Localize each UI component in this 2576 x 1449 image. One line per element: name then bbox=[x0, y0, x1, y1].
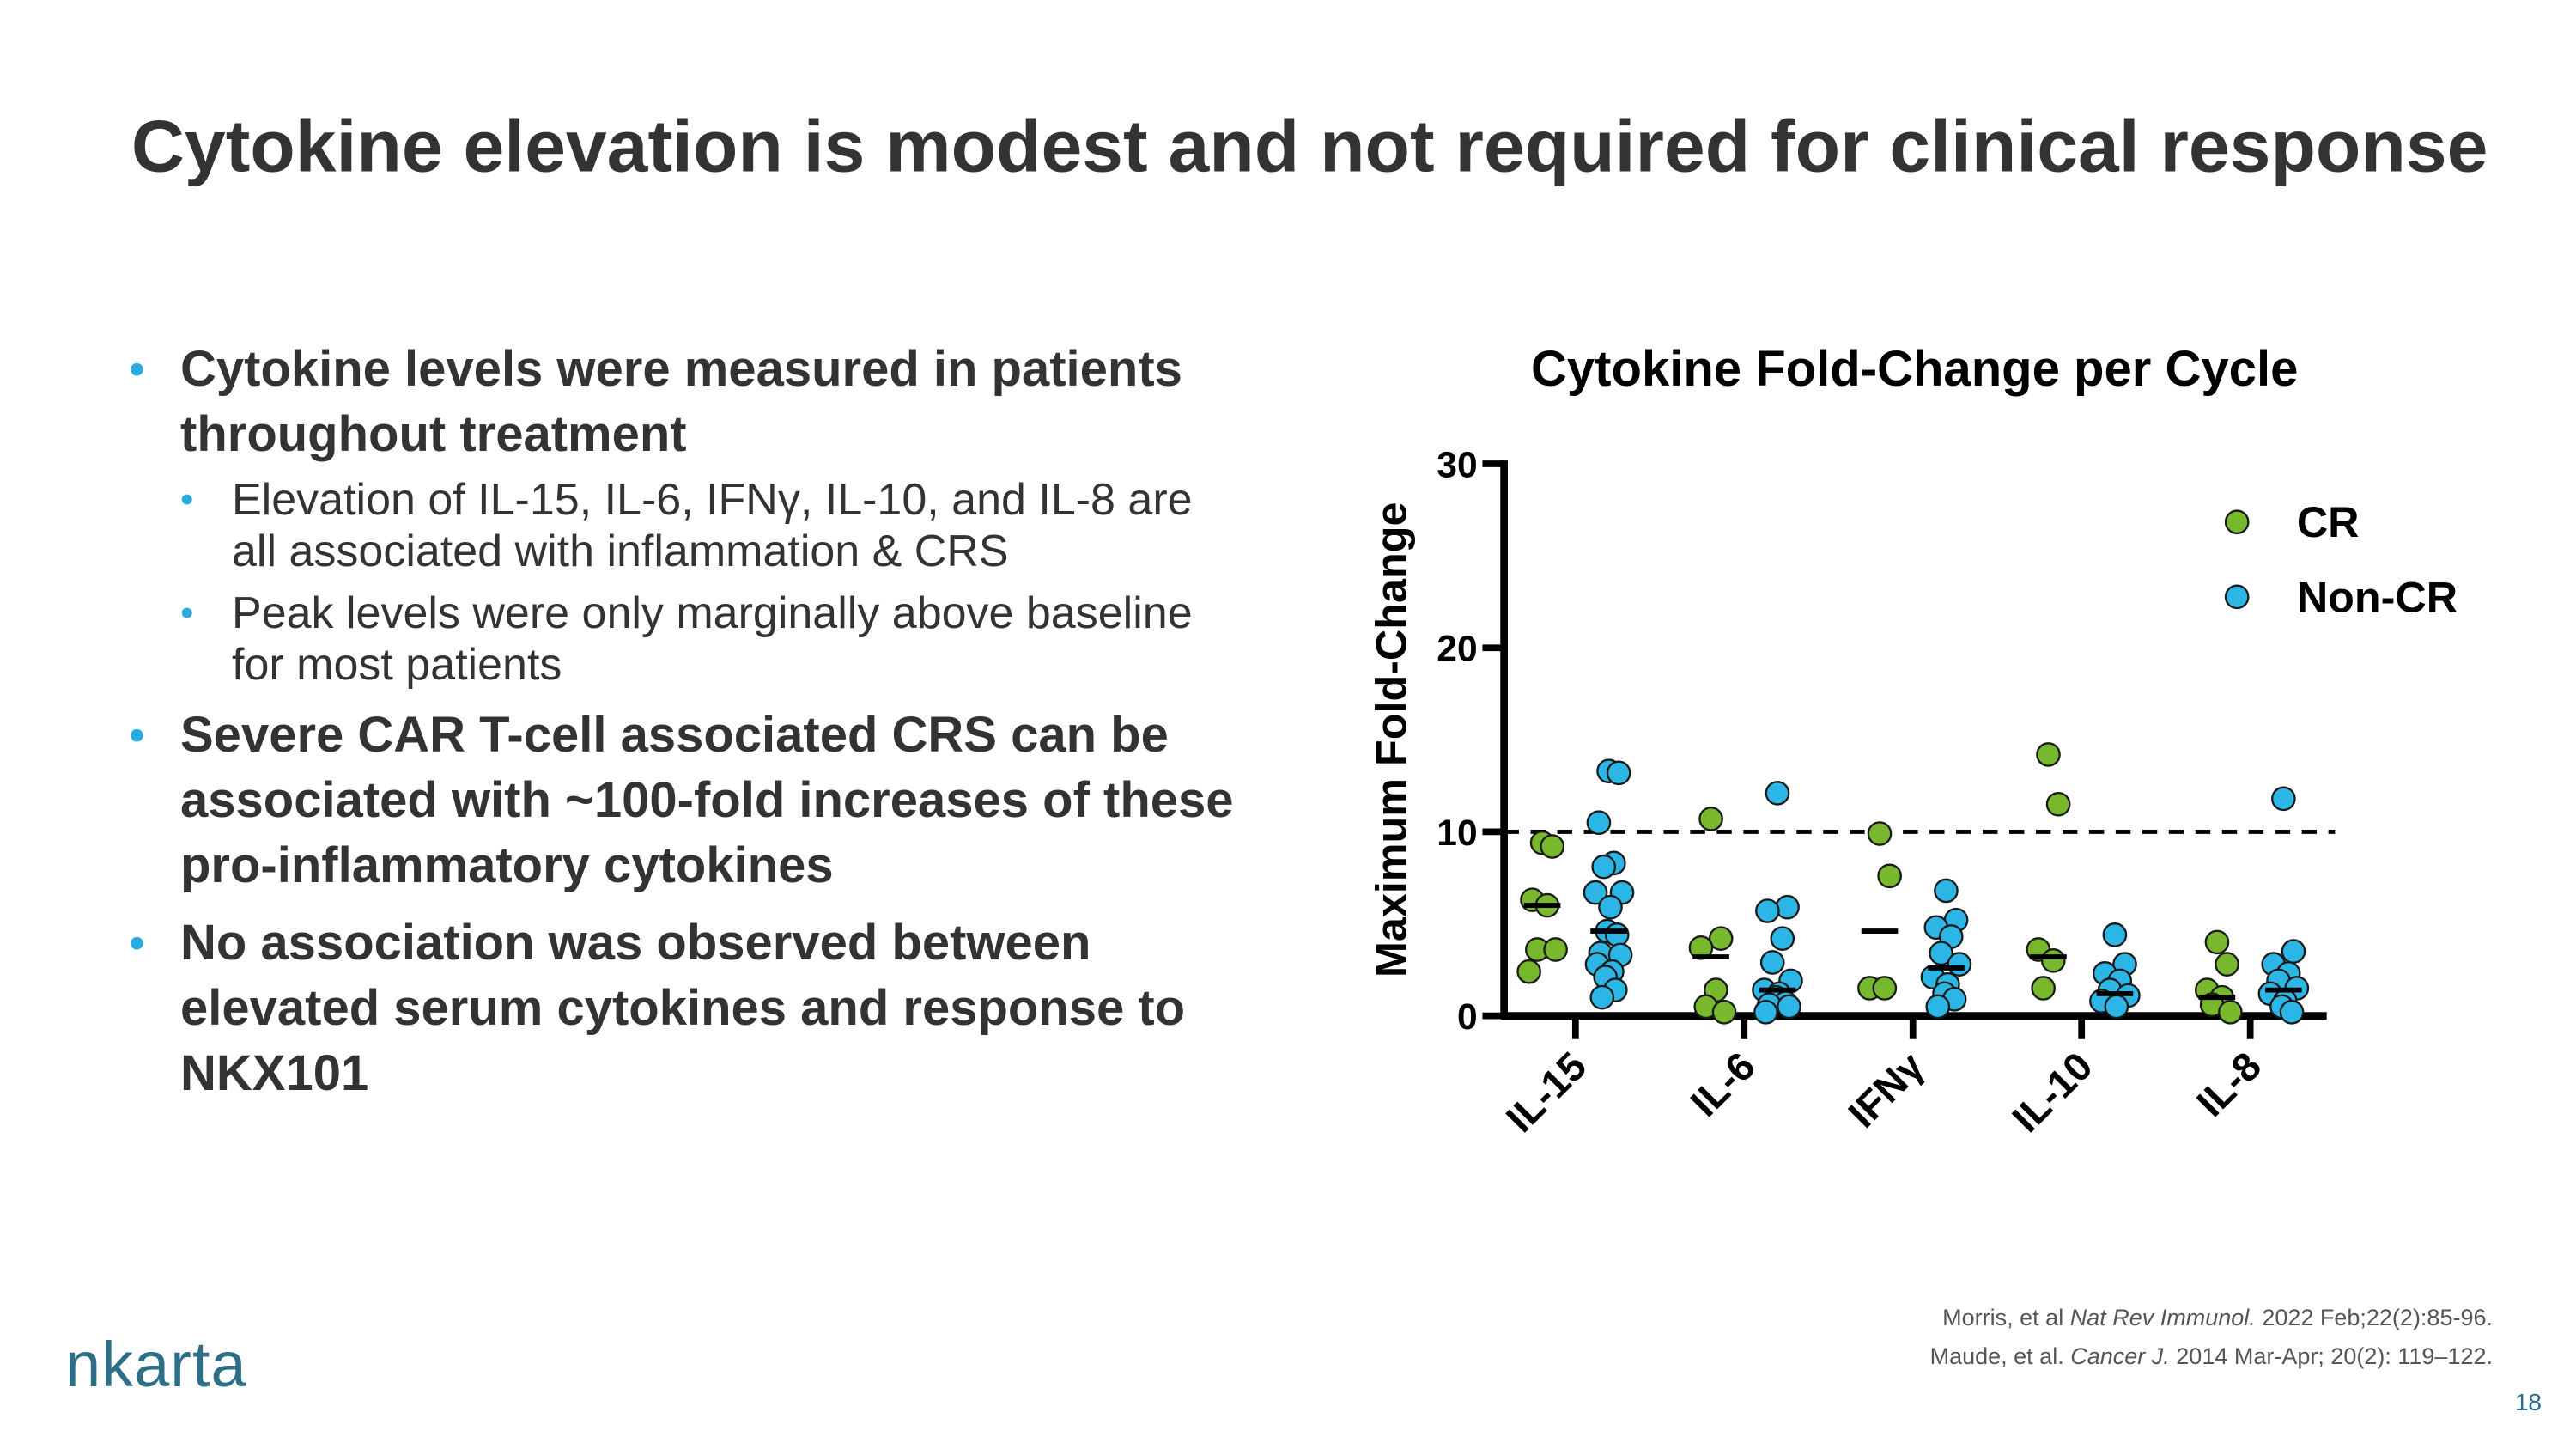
legend-label: CR bbox=[2297, 497, 2360, 546]
data-point bbox=[2040, 948, 2066, 973]
data-point bbox=[1586, 810, 1612, 836]
bullet-text: No association was observed between elev… bbox=[180, 915, 1186, 1101]
data-point bbox=[2102, 922, 2128, 947]
data-point bbox=[1598, 894, 1623, 920]
data-point bbox=[1604, 922, 1630, 947]
data-point bbox=[2215, 952, 2239, 977]
data-point bbox=[1753, 999, 1778, 1025]
bullet-text: Severe CAR T-cell associated CRS can be … bbox=[180, 707, 1234, 893]
bullet: Severe CAR T-cell associated CRS can be … bbox=[129, 703, 1236, 898]
sub-bullet: Elevation of IL-15, IL-6, IFNγ, IL-10, a… bbox=[180, 474, 1236, 577]
data-point bbox=[1543, 937, 1568, 962]
x-tick-label: IFNγ bbox=[1839, 1044, 1932, 1136]
data-point bbox=[1591, 854, 1617, 880]
y-tick-label: 30 bbox=[1437, 444, 1477, 485]
data-point bbox=[1770, 926, 1795, 951]
data-point bbox=[1759, 950, 1785, 975]
data-point bbox=[1698, 807, 1723, 831]
data-point bbox=[1755, 898, 1780, 923]
data-point bbox=[1606, 760, 1631, 786]
data-point bbox=[1929, 941, 1953, 966]
logo: nkarta bbox=[65, 1329, 247, 1400]
page-number: 18 bbox=[2514, 1389, 2542, 1416]
data-point bbox=[1540, 834, 1565, 859]
data-point bbox=[2204, 929, 2230, 955]
legend-marker bbox=[2224, 584, 2250, 610]
x-tick-label: IL-15 bbox=[1498, 1044, 1595, 1141]
y-tick-label: 0 bbox=[1457, 996, 1478, 1038]
slide-title: Cytokine elevation is modest and not req… bbox=[131, 106, 2488, 187]
y-axis-label: Maximum Fold-Change bbox=[1366, 502, 1415, 977]
data-point bbox=[1867, 821, 1893, 846]
data-point bbox=[1934, 878, 1959, 904]
citation-journal: Cancer J. bbox=[2070, 1343, 2170, 1369]
data-point bbox=[1708, 926, 1734, 951]
data-point bbox=[1589, 984, 1615, 1010]
citation-details: 2014 Mar-Apr; 20(2): 119–122. bbox=[2176, 1343, 2493, 1369]
chart-title: Cytokine Fold-Change per Cycle bbox=[1531, 341, 2298, 397]
data-point bbox=[1775, 894, 1800, 920]
data-point bbox=[2271, 786, 2296, 812]
x-tick-label: IL-10 bbox=[2003, 1044, 2100, 1141]
data-point bbox=[1765, 781, 1790, 806]
bullet-list: Cytokine levels were measured in patient… bbox=[129, 337, 1236, 1118]
bullet: No association was observed between elev… bbox=[129, 910, 1236, 1106]
data-point bbox=[2281, 939, 2306, 964]
citations: Morris, et al Nat Rev Immunol. 2022 Feb;… bbox=[1930, 1299, 2493, 1376]
data-point bbox=[2045, 791, 2071, 817]
legend-label: Non-CR bbox=[2297, 572, 2458, 621]
data-point bbox=[1872, 976, 1898, 1001]
data-point bbox=[1516, 959, 1541, 984]
x-tick-label: IL-6 bbox=[1682, 1044, 1764, 1125]
data-point bbox=[1925, 994, 1951, 1020]
data-point bbox=[2104, 994, 2129, 1020]
data-point bbox=[1583, 880, 1608, 905]
citation-details: 2022 Feb;22(2):85-96. bbox=[2262, 1305, 2493, 1330]
data-point bbox=[1877, 863, 1902, 889]
data-point bbox=[2031, 976, 2056, 1001]
citation-journal: Nat Rev Immunol. bbox=[2069, 1305, 2256, 1330]
data-point bbox=[1947, 952, 1972, 977]
data-point bbox=[1777, 994, 1801, 1020]
data-point bbox=[2218, 999, 2243, 1025]
bullet: Cytokine levels were measured in patient… bbox=[129, 337, 1236, 691]
data-point bbox=[2279, 999, 2305, 1025]
data-point bbox=[2036, 742, 2061, 767]
citation-authors: Maude, et al. bbox=[1929, 1343, 2064, 1369]
x-tick-label: IL-8 bbox=[2188, 1044, 2269, 1125]
legend-marker bbox=[2224, 509, 2250, 535]
citation: Morris, et al Nat Rev Immunol. 2022 Feb;… bbox=[1930, 1299, 2493, 1337]
y-tick-label: 10 bbox=[1437, 813, 1477, 854]
bullet-text: Cytokine levels were measured in patient… bbox=[180, 341, 1182, 462]
citation: Maude, et al. Cancer J. 2014 Mar-Apr; 20… bbox=[1930, 1337, 2493, 1376]
y-tick-label: 20 bbox=[1437, 629, 1477, 670]
citation-authors: Morris, et al bbox=[1942, 1305, 2064, 1330]
data-point bbox=[1711, 999, 1737, 1025]
sub-bullet: Peak levels were only marginally above b… bbox=[180, 588, 1236, 691]
